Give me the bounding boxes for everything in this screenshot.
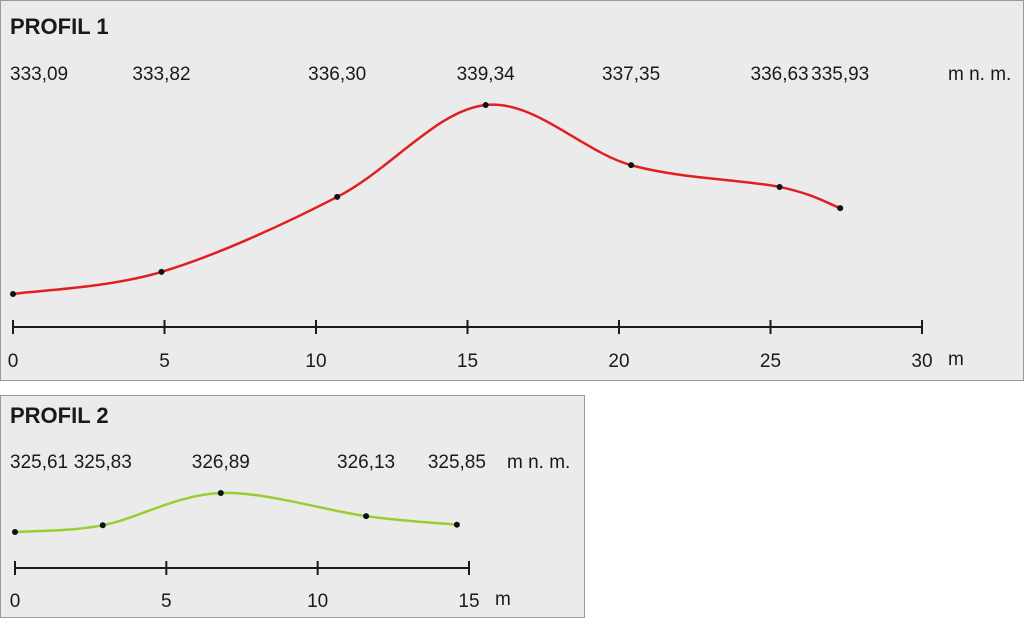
elevation-label: 333,82 (132, 64, 190, 85)
unit-label: m n. m. (948, 64, 1011, 85)
point (12, 529, 18, 535)
point (776, 183, 783, 190)
x-tick-label: 0 (8, 351, 19, 372)
x-tick-label: 10 (305, 351, 326, 372)
elevation-label: 325,83 (74, 452, 132, 473)
x-axis-label: m (948, 349, 964, 370)
panel-title: PROFIL 1 (10, 14, 109, 39)
panel (0, 0, 1024, 381)
point (158, 268, 165, 275)
x-tick-label: 5 (159, 351, 170, 372)
x-tick-label: 30 (911, 351, 932, 372)
elevation-label: 339,34 (457, 64, 516, 85)
elevation-label: 325,85 (428, 452, 486, 473)
point (217, 490, 224, 496)
x-axis-label: m (495, 589, 511, 610)
x-tick-label: 5 (161, 591, 172, 612)
elevation-label: 336,30 (308, 64, 366, 85)
x-tick-label: 25 (760, 351, 781, 372)
point (628, 162, 635, 169)
elevation-label: 326,13 (337, 452, 395, 473)
x-tick-label: 15 (457, 351, 478, 372)
x-tick-label: 15 (458, 591, 479, 612)
point (99, 522, 106, 529)
x-tick-label: 10 (307, 591, 328, 612)
elevation-label: 337,35 (602, 64, 660, 85)
point (453, 521, 460, 528)
point (837, 205, 844, 212)
point (10, 291, 16, 297)
elevation-label: 326,89 (192, 452, 250, 473)
point (482, 102, 489, 108)
point (363, 513, 370, 520)
x-tick-label: 20 (608, 351, 629, 372)
x-tick-label: 0 (10, 591, 21, 612)
panel-title: PROFIL 2 (10, 403, 109, 428)
elevation-label: 336,63 (751, 64, 809, 85)
panel (0, 395, 585, 618)
elevation-label: 325,61 (10, 452, 68, 473)
elevation-label: 333,09 (10, 64, 68, 85)
elevation-label: 335,93 (811, 64, 869, 85)
point (334, 193, 341, 200)
unit-label: m n. m. (507, 452, 570, 473)
